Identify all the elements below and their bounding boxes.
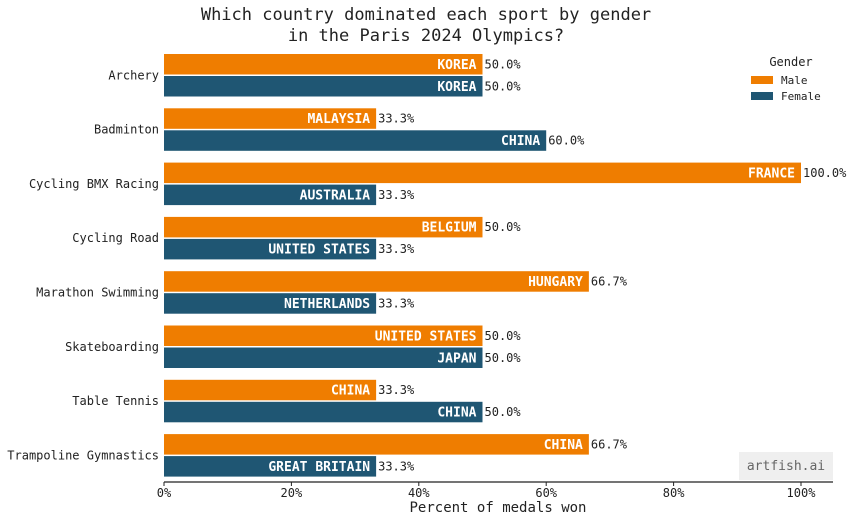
y-tick-label-table-tennis: Table Tennis: [72, 394, 159, 408]
x-tick-label: 0%: [157, 486, 172, 500]
chart-title: Which country dominated each sport by ge…: [0, 5, 852, 47]
bar-female-marathon-swimming: [164, 293, 377, 314]
bar-male-marathon-swimming: [164, 271, 589, 292]
bar-male-badminton: [164, 108, 377, 129]
legend-swatch-male: [751, 76, 773, 84]
bar-female-trampoline-gymnastics: [164, 456, 377, 477]
bar-country-label: CHINA: [501, 134, 540, 149]
bar-country-label: CHINA: [437, 406, 476, 421]
x-tick-label: 40%: [408, 486, 430, 500]
bar-value-label: 50.0%: [485, 57, 522, 71]
bar-value-label: 50.0%: [485, 329, 522, 343]
bar-value-label: 33.3%: [378, 242, 415, 256]
y-tick-label-trampoline-gymnastics: Trampoline Gymnastics: [7, 448, 159, 462]
legend-title: Gender: [769, 55, 813, 69]
bar-value-label: 50.0%: [485, 351, 522, 365]
watermark: artfish.ai: [739, 452, 833, 480]
bar-country-label: GREAT BRITAIN: [268, 460, 370, 475]
bar-female-badminton: [164, 130, 547, 151]
bar-value-label: 66.7%: [591, 274, 628, 288]
bar-value-label: 50.0%: [485, 405, 522, 419]
bar-country-label: UNITED STATES: [268, 243, 370, 258]
y-tick-label-cycling-road: Cycling Road: [72, 231, 159, 245]
y-tick-label-cycling-bmx-racing: Cycling BMX Racing: [29, 177, 159, 191]
legend-label-female: Female: [781, 89, 821, 103]
bar-male-skateboarding: [164, 325, 483, 346]
bar-male-cycling-road: [164, 216, 483, 238]
x-tick-label: 20%: [281, 486, 303, 500]
x-tick-label: 60%: [535, 486, 557, 500]
bar-female-cycling-bmx-racing: [164, 184, 377, 206]
bar-country-label: CHINA: [331, 384, 370, 399]
bar-country-label: HUNGARY: [528, 275, 583, 290]
bar-male-archery: [164, 54, 483, 75]
bar-value-label: 66.7%: [591, 437, 628, 451]
bar-value-label: 33.3%: [378, 112, 415, 126]
legend-item-male: Male: [751, 72, 831, 88]
bar-country-label: UNITED STATES: [375, 329, 477, 344]
bar-male-table-tennis: [164, 379, 377, 401]
legend-item-female: Female: [751, 88, 831, 104]
bar-female-cycling-road: [164, 238, 377, 260]
bar-male-cycling-bmx-racing: [164, 162, 801, 184]
bar-female-table-tennis: [164, 401, 483, 423]
y-tick-label-marathon-swimming: Marathon Swimming: [36, 285, 159, 299]
bar-value-label: 100.0%: [803, 166, 847, 180]
chart-title-line-2: in the Paris 2024 Olympics?: [287, 26, 565, 46]
bar-country-label: CHINA: [544, 438, 583, 453]
y-tick-label-badminton: Badminton: [94, 123, 159, 137]
bar-value-label: 33.3%: [378, 296, 415, 310]
bar-country-label: FRANCE: [748, 166, 795, 181]
chart-title-line-1: Which country dominated each sport by ge…: [200, 5, 652, 25]
x-tick-label: 80%: [663, 486, 685, 500]
bar-value-label: 33.3%: [378, 459, 415, 473]
bar-female-archery: [164, 76, 483, 97]
bar-country-label: NETHERLANDS: [284, 297, 370, 312]
bar-country-label: KOREA: [437, 58, 476, 73]
legend-label-male: Male: [781, 73, 808, 87]
legend: Gender Male Female: [751, 55, 831, 104]
bar-female-skateboarding: [164, 347, 483, 368]
y-tick-label-skateboarding: Skateboarding: [65, 340, 159, 354]
bar-country-label: AUSTRALIA: [300, 188, 371, 203]
y-tick-label-archery: Archery: [108, 68, 159, 82]
bar-country-label: BELGIUM: [422, 221, 477, 236]
bar-value-label: 60.0%: [548, 134, 585, 148]
x-axis-label: Percent of medals won: [409, 500, 587, 516]
bar-country-label: KOREA: [437, 80, 476, 95]
bar-value-label: 50.0%: [485, 79, 522, 93]
bar-male-trampoline-gymnastics: [164, 434, 589, 455]
legend-swatch-female: [751, 92, 773, 100]
bar-country-label: MALAYSIA: [307, 112, 370, 127]
bar-value-label: 33.3%: [378, 383, 415, 397]
bar-country-label: JAPAN: [437, 351, 476, 366]
bar-value-label: 33.3%: [378, 188, 415, 202]
bar-value-label: 50.0%: [485, 220, 522, 234]
x-tick-label: 100%: [787, 486, 817, 500]
